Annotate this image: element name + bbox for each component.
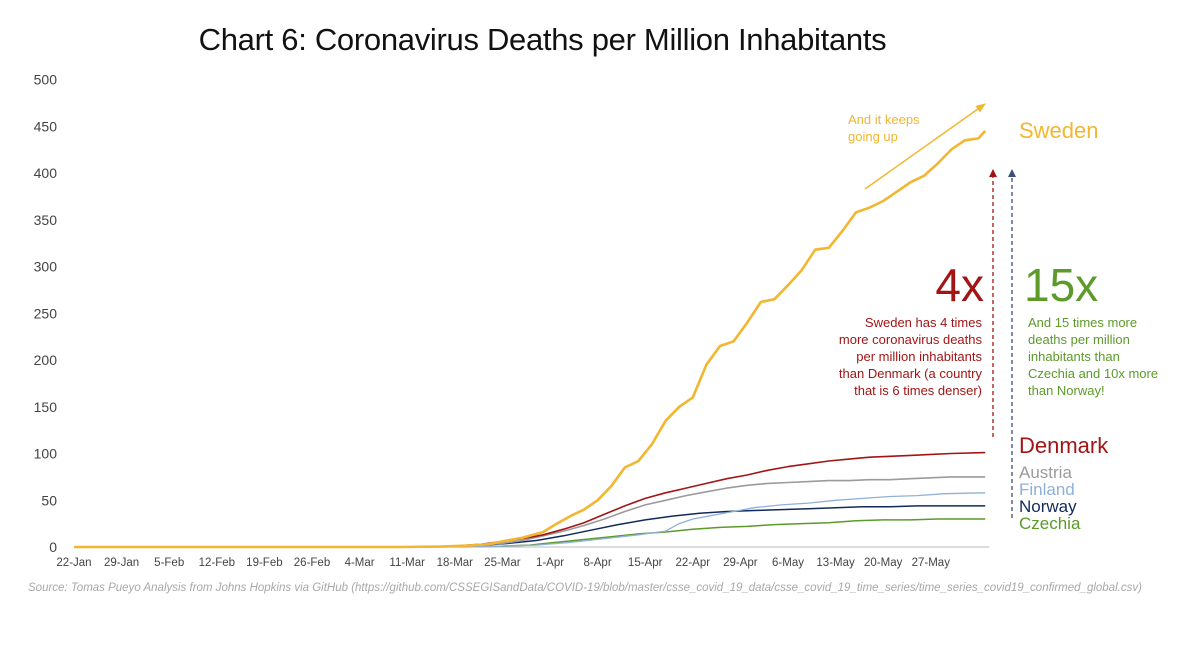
series-line-finland [74,492,986,548]
x-tick-label: 29-Jan [104,557,139,569]
series-label-norway: Norway [1019,497,1077,516]
series-label-sweden: Sweden [1019,118,1099,143]
y-axis-ticks: 0 50 100 150 200 250 300 350 400 450 500 [34,72,58,556]
x-tick-label: 22-Apr [676,557,711,569]
y-tick-label: 350 [34,212,58,228]
x-tick-label: 8-Apr [584,557,612,569]
series-line-sweden [74,130,987,549]
y-tick-label: 450 [34,118,58,134]
denmark-ratio-label: 4x [935,259,984,311]
x-tick-label: 22-Jan [56,557,91,569]
x-tick-label: 19-Feb [246,557,282,569]
series-lines [74,130,987,549]
y-tick-label: 500 [34,72,58,88]
trend-arrow [864,103,986,190]
source-note: Source: Tomas Pueyo Analysis from Johns … [28,582,1142,594]
y-tick-label: 400 [34,165,58,181]
series-label-finland: Finland [1019,480,1075,499]
series-line-norway [74,505,986,548]
x-tick-label: 5-Feb [154,557,184,569]
x-tick-label: 29-Apr [723,557,758,569]
series-label-denmark: Denmark [1019,433,1109,458]
series-label-austria: Austria [1019,463,1072,482]
y-tick-label: 150 [34,399,58,415]
x-tick-label: 13-May [816,557,855,569]
y-tick-label: 50 [41,492,57,508]
x-tick-label: 27-May [912,557,951,569]
x-tick-label: 25-Mar [484,557,521,569]
czechia-ratio-label: 15x [1024,259,1099,311]
x-tick-label: 18-Mar [437,557,474,569]
y-tick-label: 0 [49,539,57,555]
y-tick-label: 300 [34,259,58,275]
x-tick-label: 6-May [772,557,804,569]
x-tick-label: 12-Feb [199,557,235,569]
x-tick-label: 26-Feb [294,557,330,569]
chart-title: Chart 6: Coronavirus Deaths per Million … [198,22,887,57]
trend-annotation: And it keeps going up [848,112,920,144]
denmark-ratio-note: Sweden has 4 times more coronavirus deat… [838,315,982,398]
x-tick-label: 20-May [864,557,903,569]
czechia-ratio-note: And 15 times more deaths per million inh… [1028,315,1159,398]
x-tick-label: 15-Apr [628,557,663,569]
x-axis-ticks: 22-Jan 29-Jan 5-Feb 12-Feb 19-Feb 26-Feb 4-Mar… [56,557,950,569]
series-line-austria [74,476,986,548]
y-tick-label: 200 [34,352,58,368]
x-tick-label: 11-Mar [389,557,425,569]
x-tick-label: 4-Mar [345,557,375,569]
y-tick-label: 250 [34,305,58,321]
series-label-czechia: Czechia [1019,514,1081,533]
series-line-czechia [74,518,986,548]
y-tick-label: 100 [34,446,58,462]
x-tick-label: 1-Apr [536,557,564,569]
